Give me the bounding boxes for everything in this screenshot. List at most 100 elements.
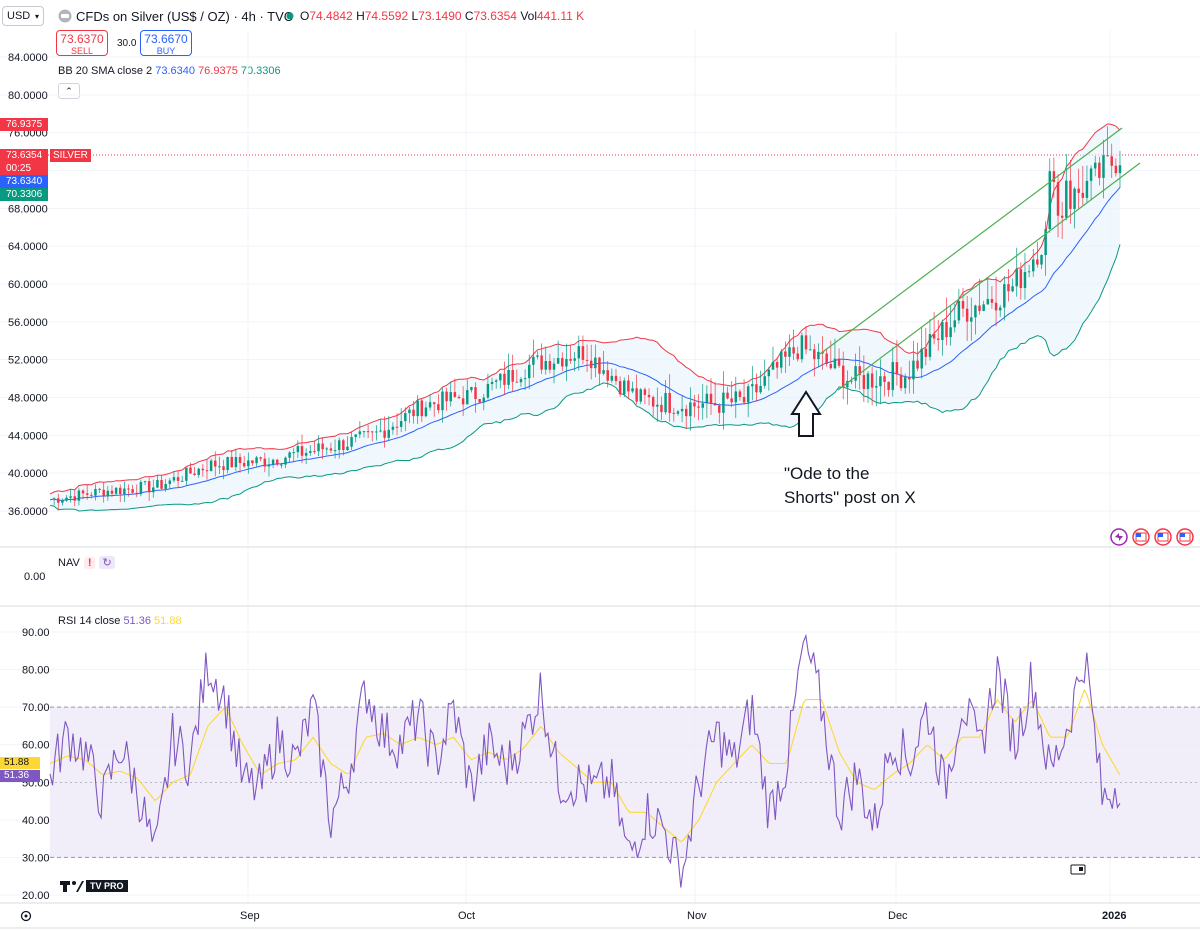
candle: [168, 478, 172, 489]
candle: [160, 475, 163, 491]
rsi-legend[interactable]: RSI 14 close 51.36 51.88: [58, 615, 182, 627]
candle: [618, 376, 622, 397]
bb-legend[interactable]: BB 20 SMA close 2 73.6340 76.9375 70.330…: [58, 65, 281, 77]
candle: [718, 403, 721, 424]
candle: [594, 344, 597, 378]
candle: [957, 289, 961, 324]
bb-label: BB 20 SMA close 2: [58, 65, 153, 77]
candle: [379, 419, 382, 433]
candle: [156, 474, 159, 488]
currency-selector[interactable]: USD ▾: [2, 6, 44, 26]
candle: [1093, 156, 1097, 177]
candle: [147, 477, 151, 501]
candle: [974, 304, 977, 335]
event-icons[interactable]: [1110, 528, 1194, 546]
candle: [689, 387, 692, 431]
candle: [499, 373, 502, 389]
rsi-tick-label: 70.00: [22, 702, 50, 714]
candle: [180, 475, 184, 482]
rsi-tick-label: 60.00: [22, 740, 50, 752]
candle: [775, 357, 779, 379]
candle: [924, 327, 928, 366]
candle: [118, 484, 122, 502]
candle: [548, 353, 552, 374]
candle: [234, 449, 238, 471]
camera-icon[interactable]: [1070, 863, 1086, 875]
candle: [858, 346, 861, 390]
candle: [189, 462, 192, 474]
candle: [395, 413, 399, 436]
currency-label: USD: [7, 10, 31, 22]
candle: [651, 395, 655, 417]
candle: [780, 348, 783, 374]
candle: [676, 409, 680, 416]
candle: [635, 374, 638, 405]
candle: [284, 456, 287, 469]
candle: [928, 319, 932, 361]
candle: [1011, 278, 1014, 293]
symbol-title[interactable]: CFDs on Silver (US$ / OZ) · 4h · TVC: [76, 9, 294, 24]
x-label-sep: Sep: [240, 910, 260, 922]
candle: [965, 295, 969, 341]
candle: [486, 373, 490, 400]
candle: [490, 377, 494, 391]
candle: [854, 353, 857, 389]
candle: [329, 442, 333, 454]
candle: [569, 344, 572, 364]
candle: [532, 339, 535, 378]
candles: [52, 126, 1122, 511]
collapse-legend-button[interactable]: ⌃: [58, 83, 80, 99]
up-arrow-icon[interactable]: [790, 390, 822, 437]
candle: [1032, 248, 1035, 277]
nav-legend[interactable]: NAV ! ↻: [58, 556, 115, 569]
candle: [515, 369, 519, 383]
warning-icon[interactable]: !: [83, 556, 96, 569]
candle: [751, 366, 754, 401]
candle: [1003, 276, 1006, 321]
us-flag-icon[interactable]: [1176, 528, 1194, 546]
annotation-text[interactable]: "Ode to the Shorts" post on X: [784, 462, 916, 510]
us-flag-icon[interactable]: [1132, 528, 1150, 546]
candle: [585, 344, 589, 372]
candle: [982, 300, 985, 312]
candle: [701, 383, 704, 420]
us-flag-icon[interactable]: [1154, 528, 1172, 546]
candle: [656, 387, 659, 422]
candle: [908, 360, 911, 394]
rsi-tick-label: 30.00: [22, 852, 50, 864]
candle: [891, 347, 895, 397]
bb-basis-value: 73.6340: [155, 65, 195, 77]
candle: [713, 381, 717, 406]
candle: [94, 484, 97, 501]
candle: [936, 320, 940, 351]
candle: [387, 416, 390, 441]
refresh-icon[interactable]: ↻: [99, 556, 115, 569]
candle: [606, 361, 609, 388]
channel-upper-line[interactable]: [819, 127, 1123, 355]
candle: [205, 459, 209, 480]
buy-button[interactable]: 73.6670 BUY: [140, 30, 192, 56]
candle: [784, 341, 787, 373]
price-tick-label: 60.0000: [8, 279, 48, 291]
bb-upper-value: 76.9375: [198, 65, 238, 77]
candle: [247, 452, 250, 474]
x-label-dec: Dec: [888, 910, 908, 922]
candle: [623, 377, 626, 397]
candle: [358, 421, 362, 439]
candle: [813, 343, 816, 377]
candle: [251, 460, 254, 466]
lightning-flag-icon[interactable]: [1110, 528, 1128, 546]
rsi-tick-label: 40.00: [22, 815, 50, 827]
settings-icon[interactable]: [20, 910, 32, 922]
symbol-tag: SILVER: [50, 149, 91, 162]
candle: [1048, 158, 1052, 233]
candle: [664, 379, 667, 415]
candle: [267, 457, 271, 477]
sell-button[interactable]: 73.6370 SELL: [56, 30, 108, 56]
candle: [209, 458, 213, 472]
channel-lower-line[interactable]: [837, 162, 1141, 391]
x-label-oct: Oct: [458, 910, 476, 922]
candle: [589, 344, 593, 380]
candle: [309, 445, 312, 456]
